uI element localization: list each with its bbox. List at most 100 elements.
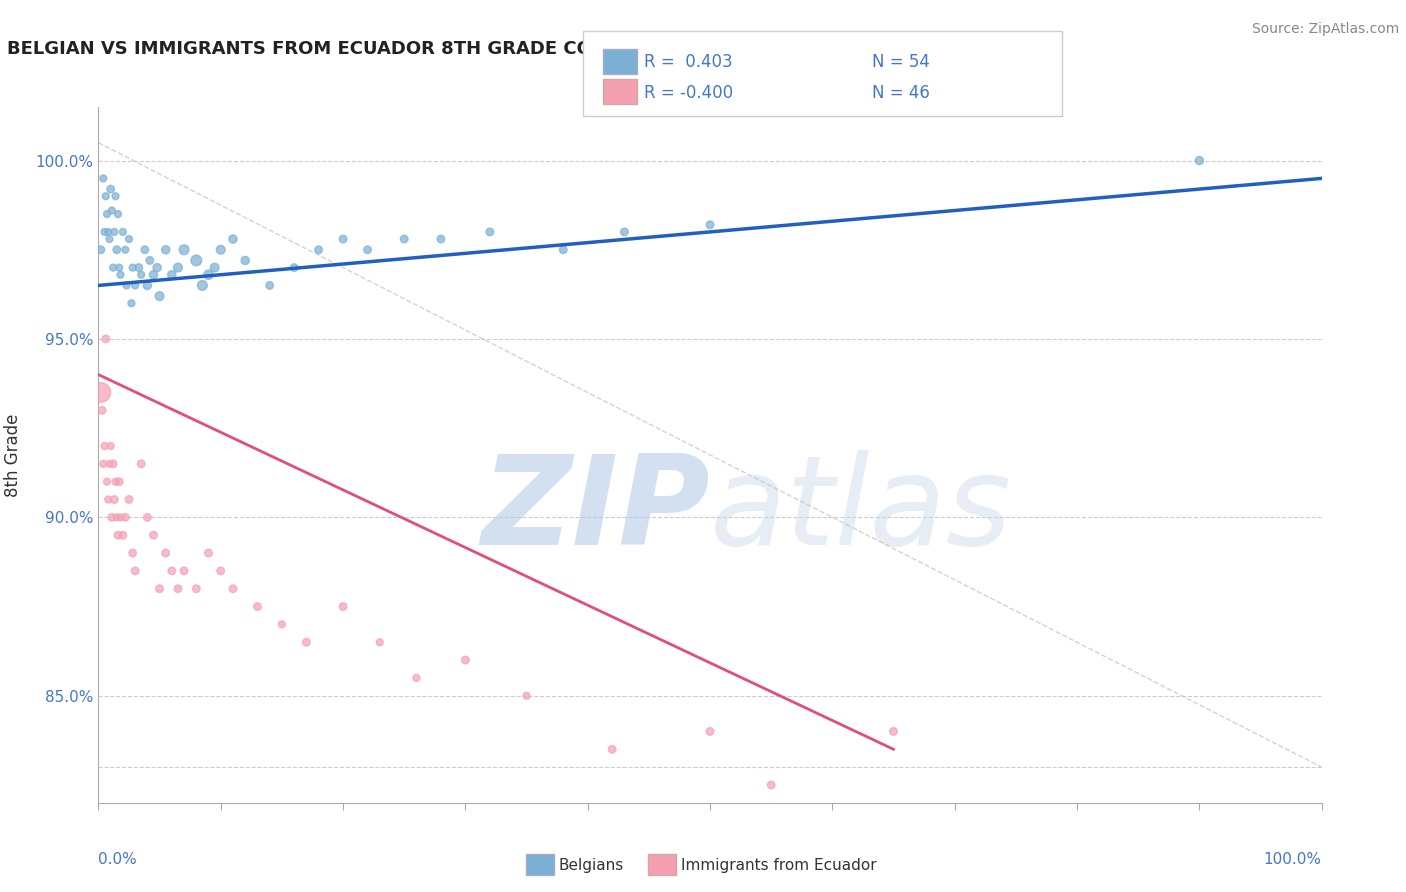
Y-axis label: 8th Grade: 8th Grade xyxy=(4,413,21,497)
Point xyxy=(90,243,112,257)
Point xyxy=(115,278,138,293)
Point xyxy=(136,278,159,293)
Point xyxy=(101,203,124,218)
Point xyxy=(104,475,127,489)
Point xyxy=(124,278,146,293)
Point xyxy=(105,243,128,257)
Point xyxy=(97,492,120,507)
Point xyxy=(222,582,245,596)
Text: 0.0%: 0.0% xyxy=(98,852,138,867)
Point xyxy=(94,332,117,346)
Point xyxy=(142,528,165,542)
Point xyxy=(107,207,129,221)
Point xyxy=(186,582,208,596)
Point xyxy=(118,492,141,507)
Point xyxy=(160,564,183,578)
Point xyxy=(91,403,114,417)
Point xyxy=(308,243,330,257)
Point xyxy=(613,225,636,239)
Point xyxy=(155,546,177,560)
Point xyxy=(149,582,172,596)
Point xyxy=(118,232,141,246)
Point xyxy=(128,260,150,275)
Point xyxy=(107,528,129,542)
Point xyxy=(332,232,354,246)
Point xyxy=(96,207,118,221)
Point xyxy=(699,724,721,739)
Text: N = 54: N = 54 xyxy=(872,54,929,71)
Point xyxy=(110,268,132,282)
Point xyxy=(761,778,783,792)
Point xyxy=(100,182,122,196)
Point xyxy=(149,289,172,303)
Point xyxy=(430,232,453,246)
Point xyxy=(111,528,134,542)
Point xyxy=(454,653,477,667)
Point xyxy=(332,599,354,614)
Point xyxy=(111,225,134,239)
Point xyxy=(142,268,165,282)
Point xyxy=(356,243,378,257)
Point xyxy=(155,243,177,257)
Point xyxy=(167,582,190,596)
Point xyxy=(124,564,146,578)
Point xyxy=(553,243,575,257)
Point xyxy=(114,243,136,257)
Point xyxy=(209,564,232,578)
Point xyxy=(246,599,269,614)
Point xyxy=(160,268,183,282)
Point xyxy=(146,260,169,275)
Text: atlas: atlas xyxy=(710,450,1012,571)
Point xyxy=(100,439,122,453)
Point xyxy=(98,457,121,471)
Point xyxy=(197,268,219,282)
Point xyxy=(91,457,114,471)
Text: 100.0%: 100.0% xyxy=(1264,852,1322,867)
Point xyxy=(283,260,305,275)
Point xyxy=(204,260,226,275)
Point xyxy=(167,260,190,275)
Point xyxy=(108,260,131,275)
Point xyxy=(90,385,112,400)
Point xyxy=(295,635,318,649)
Point xyxy=(121,546,143,560)
Point xyxy=(173,564,195,578)
Point xyxy=(101,457,124,471)
Point xyxy=(270,617,294,632)
Point xyxy=(197,546,219,560)
Point xyxy=(191,278,214,293)
Point xyxy=(186,253,208,268)
Text: Belgians: Belgians xyxy=(558,858,623,872)
Point xyxy=(96,475,118,489)
Point xyxy=(105,510,128,524)
Point xyxy=(259,278,281,293)
Point xyxy=(600,742,623,756)
Text: R = -0.400: R = -0.400 xyxy=(644,84,733,102)
Point xyxy=(173,243,195,257)
Point xyxy=(134,243,156,257)
Point xyxy=(103,225,125,239)
Point xyxy=(129,457,152,471)
Point xyxy=(139,253,162,268)
Point xyxy=(103,492,125,507)
Point xyxy=(1188,153,1211,168)
Point xyxy=(209,243,232,257)
Point xyxy=(233,253,256,268)
Point xyxy=(104,189,127,203)
Point xyxy=(136,510,159,524)
Point xyxy=(94,189,117,203)
Point xyxy=(101,260,124,275)
Point xyxy=(108,475,131,489)
Point xyxy=(222,232,245,246)
Text: Immigrants from Ecuador: Immigrants from Ecuador xyxy=(681,858,876,872)
Text: R =  0.403: R = 0.403 xyxy=(644,54,733,71)
Text: ZIP: ZIP xyxy=(481,450,710,571)
Point xyxy=(405,671,427,685)
Point xyxy=(101,510,124,524)
Point xyxy=(114,510,136,524)
Point xyxy=(515,689,537,703)
Point xyxy=(392,232,416,246)
Point xyxy=(883,724,905,739)
Point xyxy=(368,635,391,649)
Point xyxy=(110,510,132,524)
